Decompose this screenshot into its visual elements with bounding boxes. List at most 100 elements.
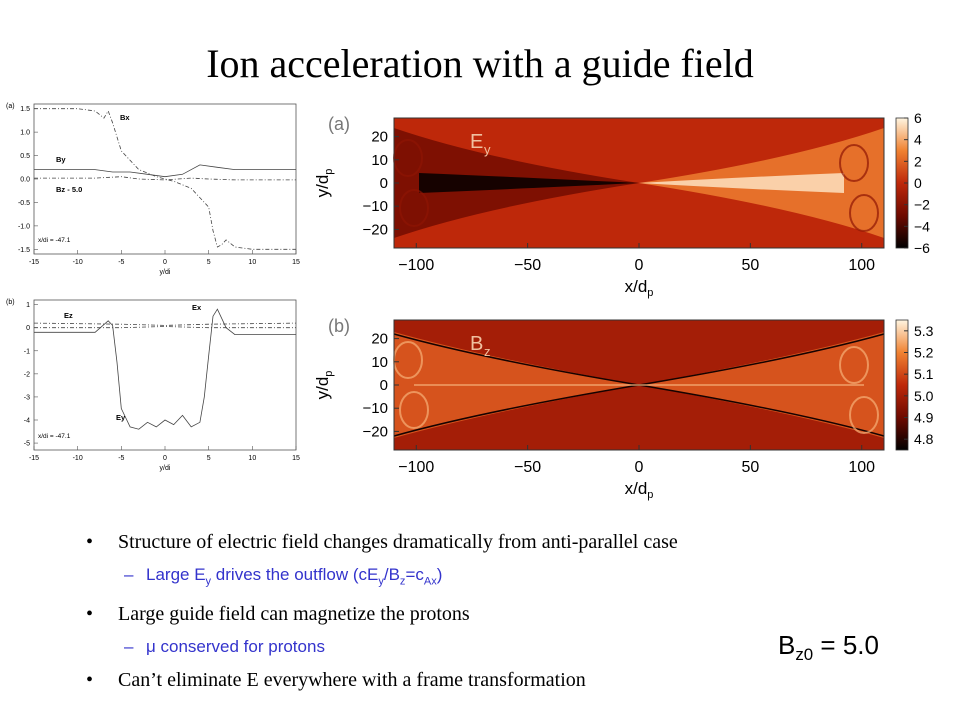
x-axis-label: y/di <box>160 465 171 472</box>
x-axis-label-sub: p <box>647 287 653 299</box>
field-label-sub: y <box>484 142 491 157</box>
y-tick-label: -2 <box>24 371 30 378</box>
x-tick-label: 10 <box>248 259 256 266</box>
y-axis-label-sub: p <box>323 371 335 377</box>
series-line-Ex <box>33 322 297 326</box>
island <box>849 396 879 434</box>
colorbar-tick-label: −2 <box>914 197 930 213</box>
colorbar-tick-label: 0 <box>914 175 922 191</box>
sub-bullet-1: – Large Ey drives the outflow (cEy/Bz=cAx… <box>124 565 443 588</box>
field-label: E <box>470 131 483 153</box>
panel-label: (a) <box>328 114 350 134</box>
heatmap-a-svg: (a)E y−100 −50 0 50 10020100−10−20x/dpy/dp642… <box>313 110 930 299</box>
colorbar-tick-label: 4.9 <box>914 410 934 426</box>
annotation: x/di = -47.1 <box>38 433 71 440</box>
y-tick-label: 1 <box>26 302 30 309</box>
colorbar-tick-label: 5.0 <box>914 388 934 404</box>
island <box>839 346 869 384</box>
y-tick-label: 0 <box>380 377 388 394</box>
y-tick-label: −10 <box>363 198 388 215</box>
y-tick-label: 10 <box>371 152 388 169</box>
series-label: Ez <box>64 311 73 320</box>
field-label: B <box>470 333 483 355</box>
x-tick-label: −50 <box>514 459 541 476</box>
bz0-label: Bz0 = 5.0 <box>778 630 879 665</box>
island <box>399 189 429 227</box>
x-tick-label: 5 <box>207 455 211 462</box>
x-tick-label: 100 <box>848 257 875 274</box>
heatmap-b-svg: (b)B z−100 −50 0 50 10020100−10−20x/dpy/dp5.3… <box>313 316 934 501</box>
series-line-Bz-5.0 <box>34 176 296 181</box>
x-tick-label: 50 <box>741 257 759 274</box>
y-tick-label: 1.0 <box>20 130 30 137</box>
x-tick-label: 0 <box>635 459 644 476</box>
y-tick-label: −20 <box>363 423 388 440</box>
y-axis-label-sub: p <box>323 169 335 175</box>
series-line-Ey <box>34 308 296 430</box>
x-tick-label: -15 <box>29 455 39 462</box>
x-tick-label: 15 <box>292 259 300 266</box>
x-tick-label: 15 <box>292 455 300 462</box>
panel-label: (a) <box>6 103 15 110</box>
y-tick-label: 20 <box>371 331 388 348</box>
x-tick-label: -10 <box>73 455 83 462</box>
y-tick-label: −10 <box>363 400 388 417</box>
colorbar-tick-label: −4 <box>914 218 930 234</box>
x-tick-label: -5 <box>118 455 124 462</box>
x-tick-label: 0 <box>163 455 167 462</box>
x-tick-label: 50 <box>741 459 759 476</box>
bullet-2: • Large guide field can magnetize the pro… <box>86 603 470 626</box>
x-tick-label: −50 <box>514 257 541 274</box>
panel-label: (b) <box>6 299 15 306</box>
x-tick-label: -15 <box>29 259 39 266</box>
y-tick-label: 0 <box>26 325 30 332</box>
y-tick-label: −20 <box>363 221 388 238</box>
colorbar-tick-label: 4 <box>914 132 922 148</box>
y-tick-label: 0.5 <box>20 153 30 160</box>
x-tick-label: 5 <box>207 259 211 266</box>
bullet-3: • Can’t eliminate E everywhere with a fra… <box>86 669 586 692</box>
y-tick-label: 10 <box>371 354 388 371</box>
x-tick-label: -10 <box>73 259 83 266</box>
line-plot-a-svg: (a) -15 -10 -5 0 5 10 15 1.5 1.0 0.5 0.0 -0.5 -1.0 -1.… <box>6 103 300 276</box>
y-tick-label: -5 <box>24 441 30 448</box>
series-label: By <box>56 155 66 164</box>
x-tick-label: −100 <box>398 257 434 274</box>
y-tick-label: -1 <box>24 348 30 355</box>
colorbar-tick-label: 5.2 <box>914 345 934 361</box>
field-label-sub: z <box>484 344 491 359</box>
y-tick-label: -1.0 <box>18 223 30 230</box>
colorbar-tick-label: 2 <box>914 153 922 169</box>
colorbar <box>895 319 909 451</box>
island <box>399 391 429 429</box>
x-tick-label: -5 <box>118 259 124 266</box>
y-axis-label: y/dp <box>313 169 335 198</box>
x-axis-label: x/dp <box>625 479 654 501</box>
colorbar-tick-label: 5.1 <box>914 366 934 382</box>
colorbar-tick-label: −6 <box>914 240 930 256</box>
x-axis-label-sub: p <box>647 489 653 501</box>
y-tick-label: 0.0 <box>20 177 30 184</box>
x-tick-label: 100 <box>848 459 875 476</box>
colorbar-tick-label: 5.3 <box>914 323 934 339</box>
left-core <box>419 173 639 193</box>
right-core <box>639 173 844 193</box>
slide-title: Ion acceleration with a guide field <box>206 41 754 86</box>
series-label: Bz - 5.0 <box>56 185 82 194</box>
bullet-list: • Structure of electric field changes dra… <box>86 530 906 702</box>
series-line-Ez <box>34 326 296 329</box>
x-tick-label: 10 <box>248 455 256 462</box>
plot-frame <box>33 103 297 255</box>
annotation: x/di = -47.1 <box>38 237 71 244</box>
y-axis-label: y/dp <box>313 371 335 400</box>
y-tick-label: -1.5 <box>18 247 30 254</box>
x-tick-label: −100 <box>398 459 434 476</box>
y-tick-label: 0 <box>380 175 388 192</box>
colorbar-tick-label: 4.8 <box>914 431 934 447</box>
series-label: Bx <box>120 113 130 122</box>
island <box>849 194 879 232</box>
y-tick-label: -4 <box>24 418 30 425</box>
y-tick-label: -0.5 <box>18 200 30 207</box>
